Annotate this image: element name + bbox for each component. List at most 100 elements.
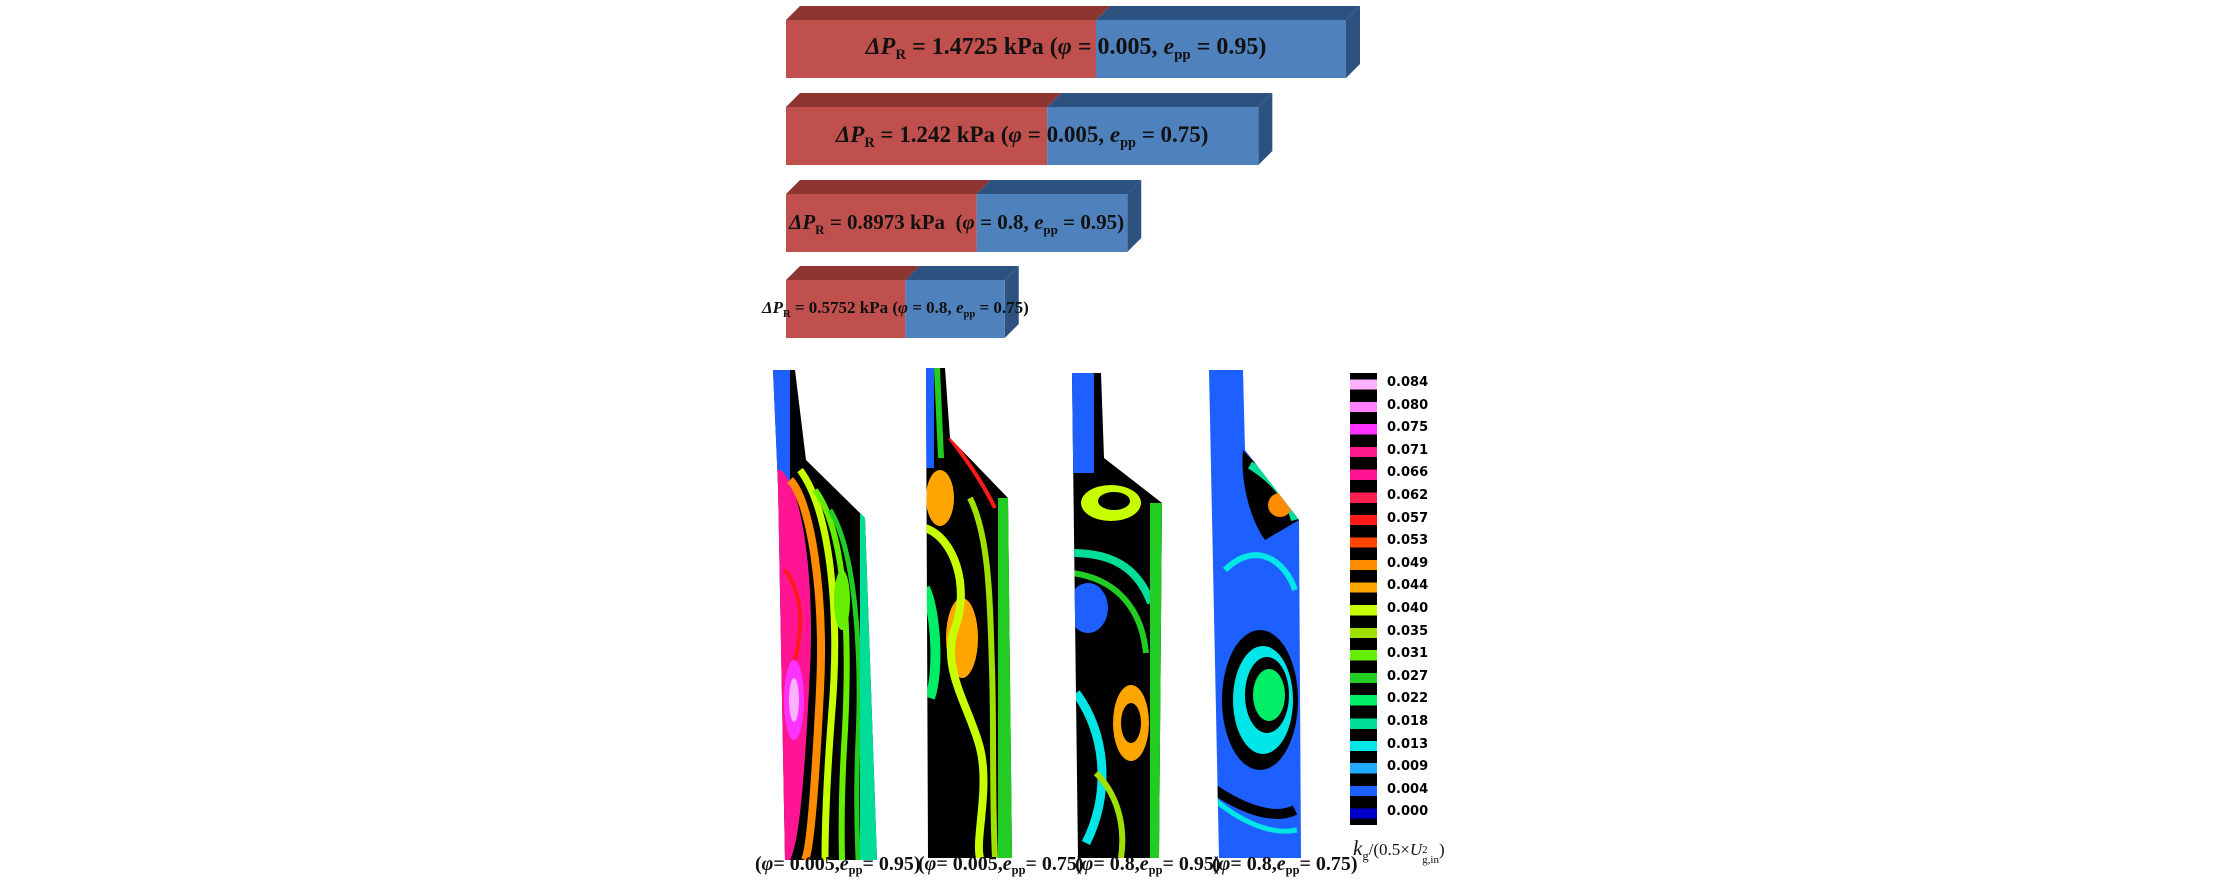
bar-label-e-sub: pp (963, 309, 976, 321)
bar-label-e: e (1109, 121, 1121, 147)
bar-front-red (786, 20, 1096, 78)
bar-label-params-open: ( (995, 121, 1009, 147)
colorbar-title-u-sup: 2 (1422, 844, 1428, 856)
bar-label-value: = 1.4725 kPa (906, 34, 1044, 61)
bar-label-delta: ΔP (865, 34, 896, 61)
colorbar-swatch (1350, 689, 1377, 712)
caption-e-sub: pp (1285, 863, 1300, 878)
bar-side (1004, 266, 1019, 338)
colorbar-tick-label: 0.062 (1387, 488, 1429, 503)
bar-label-delta-sub: R (864, 134, 875, 151)
bar-label-params-open: ( (888, 298, 899, 318)
colorbar-tick-label: 0.027 (1387, 668, 1429, 684)
colorbar (1350, 373, 1377, 825)
caption-panel-3: (φ = 0.8, e pp = 0.95) (1075, 853, 1221, 878)
bar-label-e-value: = 0.75) (1135, 121, 1209, 147)
bar-label-value: = 0.5752 kPa (790, 298, 889, 318)
bar-label-phi: φ (962, 209, 975, 234)
colorbar-swatch (1350, 734, 1377, 758)
bar-label-delta: ΔP (761, 298, 783, 318)
caption-e-value: = 0.75) (1025, 853, 1084, 875)
colorbar-swatch (1350, 802, 1377, 825)
bar-top-blue (976, 180, 1142, 194)
bar-label-e: e (955, 298, 964, 318)
caption-e-value: = 0.75) (1299, 853, 1358, 875)
colorbar-swatch (1350, 553, 1377, 577)
colorbar-swatch (1350, 666, 1377, 690)
bar-label-phi-value: = 0.8, (908, 298, 956, 318)
bar-front-blue (976, 194, 1128, 252)
caption-e-value: = 0.95) (1162, 853, 1221, 875)
colorbar-swatch (1350, 711, 1377, 735)
bar-label-e-sub: pp (1120, 134, 1136, 151)
colorbar-tick-label: 0.009 (1387, 759, 1429, 775)
bar-label-delta: ΔP (835, 121, 865, 147)
colorbar-swatch (1350, 644, 1377, 667)
bar-front-blue (1047, 107, 1259, 165)
colorbar-tick-label: 0.066 (1387, 465, 1429, 481)
caption-e-sub: pp (1011, 863, 1026, 878)
bar-label-delta: ΔP (789, 209, 816, 234)
bar-label-e-sub: pp (1043, 221, 1058, 237)
bar-top-red (786, 266, 920, 280)
colorbar-title-k-sub: g (1362, 849, 1369, 864)
bar-label-phi: φ (1008, 121, 1022, 147)
bar-label-value: = 0.8973 kPa (824, 209, 946, 234)
contour-panel-2 (922, 368, 1012, 858)
bar-label: ΔP R = 1.242 kPa (φ = 0.005, e pp = 0.75) (790, 121, 1254, 151)
caption-e-sub: pp (1148, 863, 1163, 878)
colorbar-swatch (1350, 463, 1377, 486)
bar-label-e-sub: pp (1174, 47, 1191, 64)
bar-label-delta-sub: R (782, 309, 791, 321)
colorbar-swatch (1350, 440, 1377, 464)
bar-label-params-open: ( (1043, 34, 1058, 61)
bar-side (1258, 93, 1273, 165)
bar-top-blue (1047, 93, 1273, 107)
colorbar-tick-label: 0.040 (1387, 601, 1429, 616)
colorbar-swatch (1350, 598, 1377, 622)
caption-phi: φ (1218, 853, 1231, 875)
caption-open: ( (755, 853, 762, 875)
colorbar-tick-label: 0.031 (1387, 646, 1429, 662)
bar-label-e-value: = 0.95) (1057, 209, 1125, 234)
bar-top-red (786, 180, 991, 194)
colorbar-tick-label: 0.013 (1387, 736, 1429, 752)
colorbar-tick-label: 0.000 (1387, 804, 1429, 820)
colorbar-tick-label: 0.084 (1387, 375, 1429, 390)
bar-front-red (786, 194, 977, 252)
colorbar-tick-label: 0.057 (1387, 510, 1429, 526)
bar-top-blue (905, 266, 1019, 280)
colorbar-title-u-sub: g,in (1422, 853, 1439, 866)
colorbar-tick-label: 0.080 (1387, 397, 1429, 413)
caption-phi: φ (1081, 853, 1094, 875)
bar-label: ΔP R = 1.4725 kPa (φ = 0.005, e pp = 0.95) (790, 34, 1342, 64)
bar-label-delta-sub: R (815, 221, 825, 237)
contour-panel-4 (1207, 370, 1301, 858)
caption-phi-value: = 0.8, (1230, 853, 1277, 875)
colorbar-tick-label: 0.071 (1387, 442, 1429, 458)
caption-open: ( (1212, 853, 1219, 875)
caption-open: ( (918, 853, 925, 875)
colorbar-tick-label: 0.022 (1387, 691, 1429, 707)
colorbar-swatch (1350, 395, 1377, 419)
bar-label-value: = 1.242 kPa (874, 121, 996, 147)
bar-label-phi-value: = 0.8, (974, 209, 1035, 234)
caption-panel-4: (φ = 0.8, e pp = 0.75) (1212, 853, 1358, 878)
caption-panel-2: (φ = 0.005, e pp = 0.75) (918, 853, 1084, 878)
bar-label-delta-sub: R (895, 47, 907, 64)
caption-phi-value: = 0.005, (936, 853, 1003, 875)
bar-label-e: e (1034, 209, 1044, 234)
colorbar-tick-label: 0.018 (1387, 714, 1429, 729)
colorbar-swatch (1350, 531, 1377, 554)
caption-e: e (839, 853, 849, 875)
caption-open: ( (1075, 853, 1082, 875)
colorbar-tick-label: 0.044 (1387, 578, 1429, 594)
bar-front-red (786, 280, 906, 338)
bar-front-blue (905, 280, 1005, 338)
colorbar-swatch (1350, 621, 1377, 645)
bar-label-phi: φ (898, 298, 908, 318)
caption-phi-value: = 0.8, (1093, 853, 1140, 875)
bar-side (1127, 180, 1142, 252)
caption-phi: φ (924, 853, 937, 875)
colorbar-tick-label: 0.004 (1387, 781, 1429, 797)
